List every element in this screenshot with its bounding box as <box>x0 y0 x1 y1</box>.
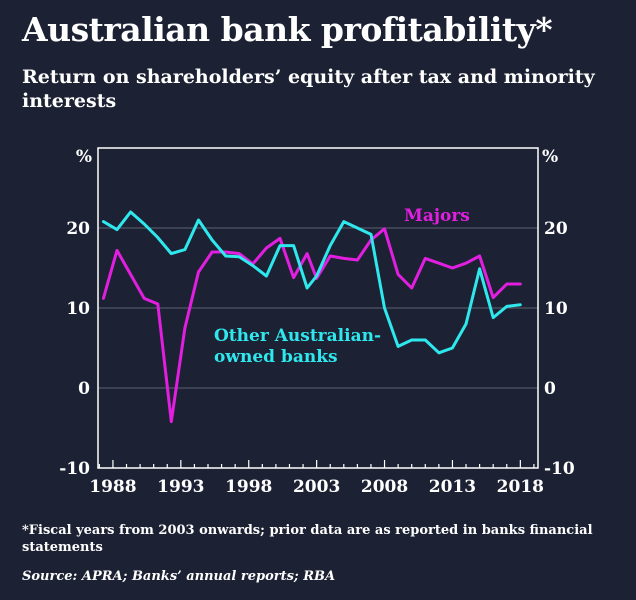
series-lines <box>101 210 522 424</box>
y-tick-label-left: 10 <box>66 299 90 319</box>
footnote: *Fiscal years from 2003 onwards; prior d… <box>22 523 593 555</box>
y-tick-label-left: 0 <box>78 379 90 399</box>
other-banks-line <box>101 210 522 355</box>
y-tick-label-right: -10 <box>544 459 575 479</box>
x-tick-label: 1998 <box>225 477 272 497</box>
x-tick-label: 2013 <box>429 477 476 497</box>
x-tick-label: 1988 <box>89 477 136 497</box>
other-banks-legend-label-line2: owned banks <box>214 347 338 367</box>
source-note: Source: APRA; Banks’ annual reports; RBA <box>22 569 336 584</box>
y-tick-label-right: 10 <box>544 299 568 319</box>
x-tick-label: 2003 <box>293 477 340 497</box>
majors-line <box>101 227 522 424</box>
y-tick-label-right: 0 <box>544 379 556 399</box>
y-tick-label-left: 20 <box>66 219 90 239</box>
left-unit-label: % <box>76 147 92 167</box>
chart-title: Australian bank profitability* <box>22 10 553 49</box>
x-tick-label: 2008 <box>361 477 408 497</box>
axis-labels: -10 -10 0 0 10 10 20 20 1988 1993 1998 2003 2008 2013… <box>59 219 575 497</box>
other-banks-legend-label-line1: Other Australian- <box>214 326 381 346</box>
chart-subtitle: Return on shareholders’ equity after tax… <box>22 66 595 112</box>
plot-frame <box>97 147 539 469</box>
x-tick-label: 1993 <box>157 477 204 497</box>
right-unit-label: % <box>542 147 558 167</box>
x-tick-label: 2018 <box>497 477 544 497</box>
axis-ticks <box>98 460 535 468</box>
y-tick-label-left: -10 <box>59 459 90 479</box>
y-tick-label-right: 20 <box>544 219 568 239</box>
majors-legend-label: Majors <box>404 206 470 226</box>
gridlines <box>98 227 538 389</box>
